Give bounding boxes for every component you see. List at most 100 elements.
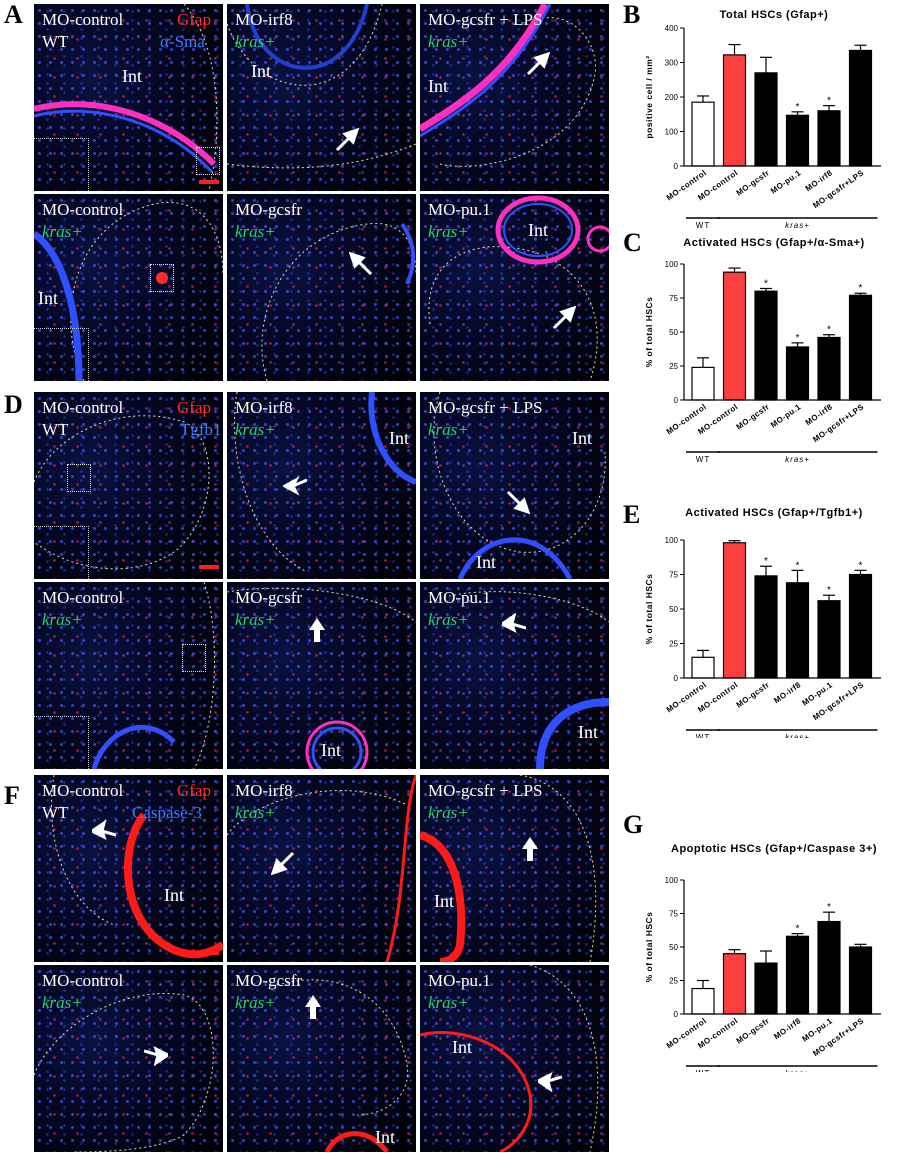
significance-marker: * xyxy=(859,560,863,571)
genotype-label: kras+ xyxy=(42,610,83,629)
cell-condition-label: MO-control xyxy=(42,200,124,219)
chart-total-hscs: Total HSCs (Gfap+) 0 100 200 300 400 positive … xyxy=(644,9,881,228)
genotype-label: kras+ xyxy=(428,32,469,51)
genotype-label: kras+ xyxy=(42,993,83,1012)
genotype-label: WT xyxy=(42,803,69,822)
intestine-label: Int xyxy=(389,428,409,448)
bar xyxy=(848,49,873,167)
bar xyxy=(754,575,778,679)
genotype-label: kras+ xyxy=(235,610,276,629)
intestine-label: Int xyxy=(38,288,58,308)
arrow-icon xyxy=(506,490,530,514)
genotype-label: kras+ xyxy=(428,803,469,822)
category-label: MO-gcsfr xyxy=(735,168,772,197)
arrow-icon xyxy=(522,837,538,861)
panel-label-g: G xyxy=(623,810,644,839)
bar xyxy=(691,366,715,401)
genotype-label: kras+ xyxy=(235,32,276,51)
bar xyxy=(848,294,873,401)
cell-condition-label: MO-gcsfr + LPS xyxy=(428,781,543,800)
arrow-icon xyxy=(526,52,550,76)
bar xyxy=(848,573,873,679)
category-label: MO-gcsfr xyxy=(735,680,772,709)
intestine-label: Int xyxy=(164,885,184,905)
y-tick-label: 50 xyxy=(669,943,678,952)
bar xyxy=(722,271,747,401)
cell-condition-label: MO-control xyxy=(42,10,124,29)
bar xyxy=(848,946,873,1015)
chart-title: Apoptotic HSCs (Gfap+/Caspase 3+) xyxy=(671,843,877,855)
y-tick-label: 200 xyxy=(665,93,679,102)
y-tick-label: 75 xyxy=(669,294,678,303)
y-axis-label: % of total HSCs xyxy=(644,912,654,983)
y-tick-label: 50 xyxy=(669,605,678,614)
genotype-label: kras+ xyxy=(428,420,469,439)
marker-label: Tgfb1 xyxy=(180,420,222,439)
panel-label-d: D xyxy=(4,390,23,419)
significance-marker: * xyxy=(827,325,831,336)
arrow-icon xyxy=(502,612,526,633)
significance-marker: * xyxy=(859,283,863,294)
group-label: kras+ xyxy=(785,455,810,464)
y-tick-label: 300 xyxy=(665,59,679,68)
bar xyxy=(722,54,747,167)
panel-label-a: A xyxy=(4,0,23,29)
cell-condition-label: MO-control xyxy=(42,398,124,417)
group-label: WT xyxy=(696,733,710,738)
cell-condition-label: MO-control xyxy=(42,781,124,800)
bar xyxy=(785,582,810,679)
category-label: MO-gcsfr xyxy=(735,402,772,431)
group-label: kras+ xyxy=(785,221,810,228)
genotype-label: WT xyxy=(42,420,69,439)
cell-condition-label: MO-gcsfr + LPS xyxy=(428,398,543,417)
marker-gfap-label: Gfap xyxy=(177,781,211,800)
panel-label-e: E xyxy=(623,500,641,529)
intestine-label: Int xyxy=(122,66,142,86)
arrow-icon xyxy=(538,1072,562,1093)
arrow-icon xyxy=(144,1046,168,1067)
group-label: WT xyxy=(696,221,710,228)
cell-condition-label: MO-gcsfr xyxy=(235,588,303,607)
arrow-icon xyxy=(92,819,116,840)
group-label: kras+ xyxy=(785,1069,810,1072)
genotype-label: kras+ xyxy=(235,420,276,439)
y-tick-label: 75 xyxy=(669,571,678,580)
genotype-label: kras+ xyxy=(235,993,276,1012)
genotype-label: kras+ xyxy=(428,610,469,629)
significance-marker: * xyxy=(796,560,800,571)
y-tick-label: 100 xyxy=(665,876,679,885)
intestine-label: Int xyxy=(321,740,341,760)
arrow-icon xyxy=(283,476,307,496)
y-tick-label: 75 xyxy=(669,910,678,919)
bar xyxy=(722,542,747,679)
significance-marker: * xyxy=(796,102,800,113)
micrograph-d6: MO-pu.1 kras+ Int xyxy=(420,582,609,769)
genotype-label: kras+ xyxy=(235,222,276,241)
micrograph-f5: MO-gcsfr kras+ Int xyxy=(227,965,416,1152)
micrograph-f1: MO-control WT Gfap Caspase-3 Int xyxy=(34,775,223,962)
chart-apoptotic-hscs: Apoptotic HSCs (Gfap+/Caspase 3+) 0 25 50 75… xyxy=(644,843,881,1072)
scale-bar xyxy=(199,180,219,184)
arrow-icon xyxy=(309,618,325,642)
bar xyxy=(785,935,810,1015)
y-axis-label: positive cell / mm² xyxy=(644,55,654,138)
y-tick-label: 25 xyxy=(669,362,678,371)
micrograph-f3: MO-gcsfr + LPS kras+ Int xyxy=(420,775,609,962)
micrograph-a5: MO-gcsfr kras+ xyxy=(227,194,416,381)
bar xyxy=(754,290,778,401)
significance-marker: * xyxy=(764,556,768,567)
bar xyxy=(785,346,810,401)
panel-label-c: C xyxy=(623,228,642,257)
arrow-icon xyxy=(552,306,576,330)
intestine-label: Int xyxy=(528,220,548,240)
bar xyxy=(754,72,778,167)
y-axis-label: % of total HSCs xyxy=(644,574,654,645)
cell-condition-label: MO-irf8 xyxy=(235,10,293,29)
chart-title: Activated HSCs (Gfap+/α-Sma+) xyxy=(683,237,864,249)
cell-condition-label: MO-control xyxy=(42,971,124,990)
y-tick-label: 0 xyxy=(674,674,679,683)
genotype-label: kras+ xyxy=(428,993,469,1012)
arrow-icon xyxy=(271,851,295,875)
bar xyxy=(691,987,715,1015)
cell-condition-label: MO-pu.1 xyxy=(428,971,491,990)
